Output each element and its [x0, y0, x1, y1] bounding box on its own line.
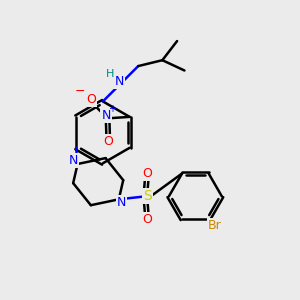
Text: O: O	[142, 212, 152, 226]
Text: H: H	[106, 69, 114, 79]
Text: S: S	[143, 189, 152, 203]
Text: O: O	[142, 167, 152, 180]
Text: N: N	[101, 110, 111, 122]
Text: −: −	[75, 85, 85, 98]
Text: +: +	[108, 104, 116, 114]
Text: O: O	[103, 134, 113, 148]
Text: N: N	[114, 75, 124, 88]
Text: Br: Br	[208, 219, 221, 232]
Text: N: N	[68, 154, 78, 167]
Text: O: O	[86, 93, 96, 106]
Text: N: N	[117, 196, 126, 209]
